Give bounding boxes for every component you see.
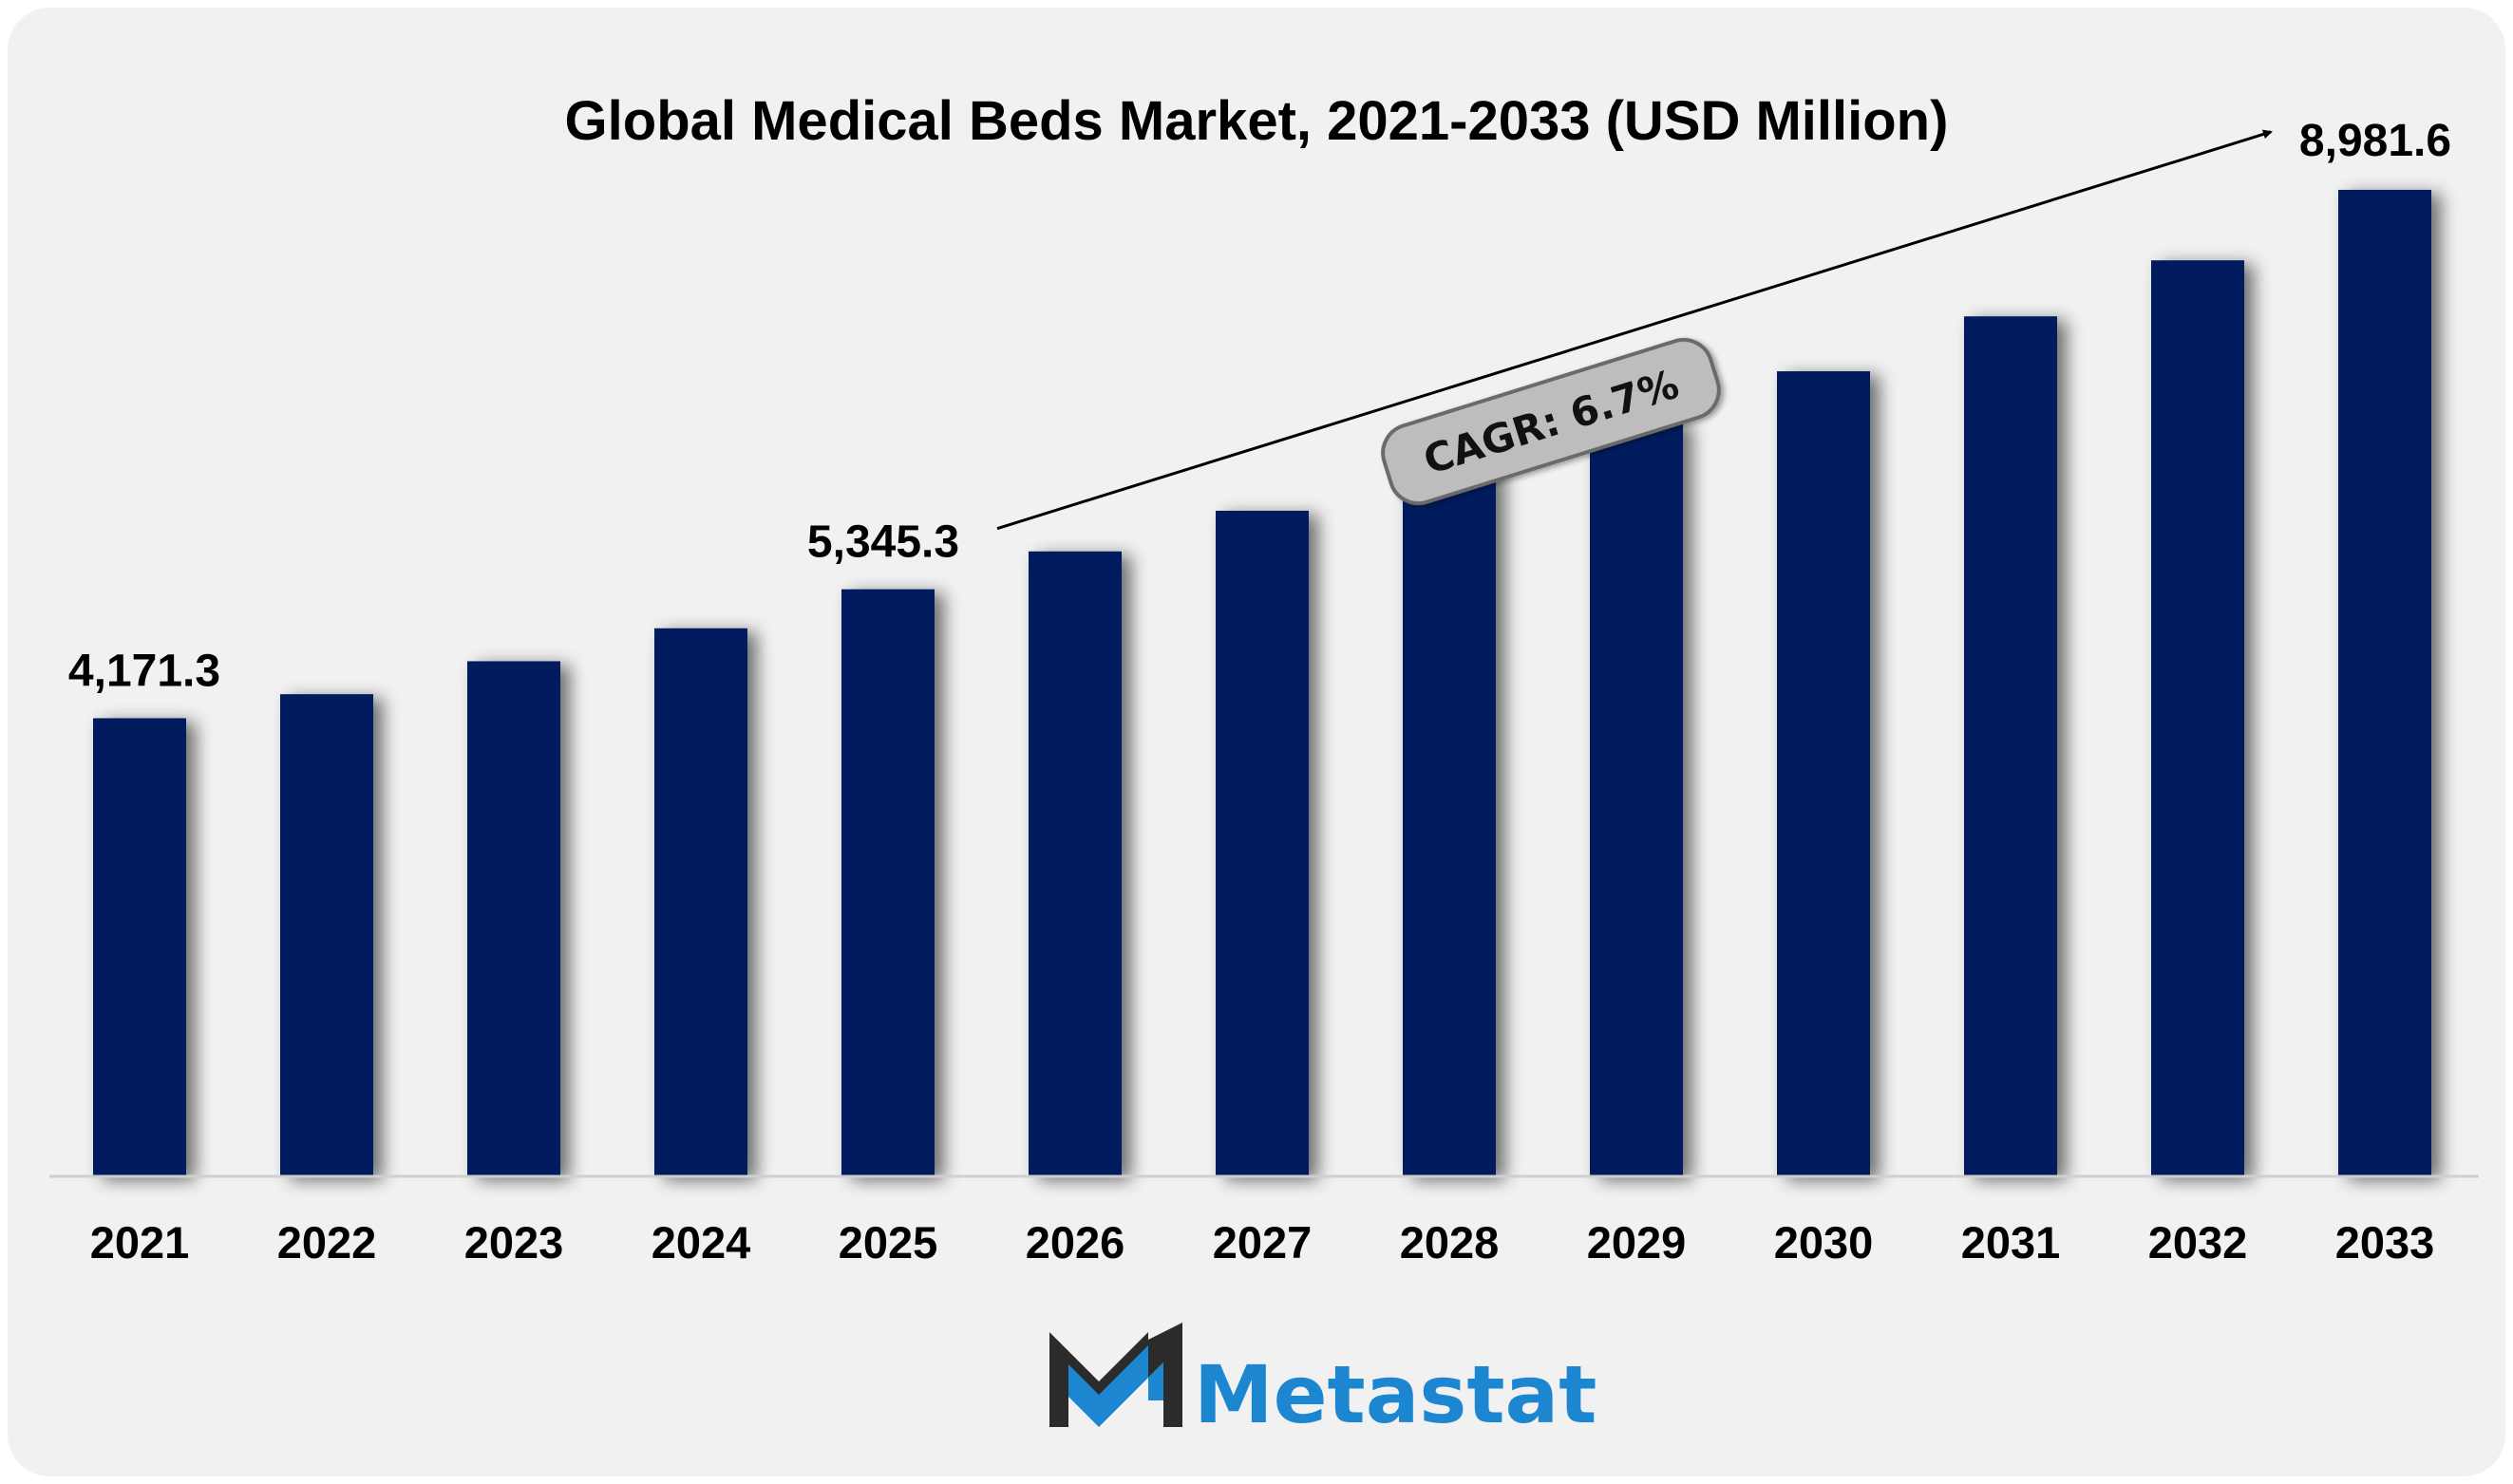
bar-2028: [1403, 468, 1496, 1177]
data-label-2025: 5,345.3: [807, 517, 959, 568]
bar-2022: [280, 694, 373, 1176]
x-tick-2025: 2025: [839, 1217, 938, 1268]
x-tick-2030: 2030: [1774, 1217, 1874, 1268]
data-labels: 4,171.3 5,345.3 8,981.6: [68, 116, 2451, 696]
bar-2027: [1216, 510, 1309, 1176]
data-label-2033: 8,981.6: [2299, 116, 2451, 166]
bar-2032: [2151, 260, 2244, 1176]
metastat-logo: Metastat: [1049, 1323, 1597, 1441]
bar-2021: [93, 718, 186, 1176]
bar-2031: [1964, 316, 2057, 1176]
bars-group: [93, 189, 2431, 1177]
x-tick-2023: 2023: [464, 1217, 564, 1268]
x-tick-2028: 2028: [1400, 1217, 1500, 1268]
bar-2033: [2338, 189, 2431, 1176]
x-tick-2029: 2029: [1587, 1217, 1687, 1268]
x-tick-2024: 2024: [652, 1217, 751, 1268]
logo-mark-dark: [1049, 1323, 1182, 1427]
x-tick-2031: 2031: [1961, 1217, 2061, 1268]
bar-2029: [1590, 421, 1683, 1176]
bar-2030: [1777, 371, 1870, 1176]
data-label-2021: 4,171.3: [68, 646, 220, 696]
x-tick-2022: 2022: [277, 1217, 377, 1268]
chart-title: Global Medical Beds Market, 2021-2033 (U…: [565, 90, 1949, 152]
bar-2025: [841, 589, 935, 1176]
bar-2026: [1029, 551, 1122, 1176]
x-tick-2032: 2032: [2148, 1217, 2248, 1268]
x-tick-2027: 2027: [1213, 1217, 1313, 1268]
x-tick-2033: 2033: [2335, 1217, 2435, 1268]
x-tick-2021: 2021: [90, 1217, 190, 1268]
logo-wordmark: Metastat: [1194, 1348, 1597, 1441]
cagr-arrow: [996, 129, 2273, 531]
bar-2024: [654, 628, 747, 1176]
logo-mark-blue: [1068, 1345, 1163, 1427]
x-tick-labels: 2021 2022 2023 2024 2025 2026 2027 2028 2029 2030…: [90, 1217, 2435, 1268]
bar-2023: [467, 661, 560, 1176]
x-tick-2026: 2026: [1026, 1217, 1125, 1268]
